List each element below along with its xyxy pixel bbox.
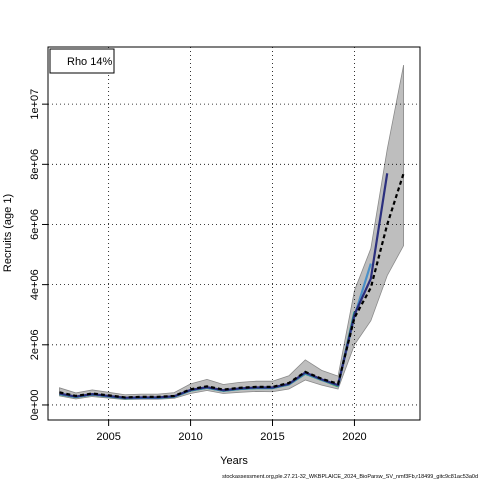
- y-tick-label: 4e+06: [29, 269, 41, 300]
- legend-entry: Rho 14%: [67, 56, 112, 68]
- y-axis-label: Recruits (age 1): [2, 194, 14, 272]
- axis-layer: 2005 2010 2015 2020 0e+00 2e+06 4e+06 6e+06 8e+0…: [29, 89, 367, 443]
- x-tick-label: 2010: [178, 431, 202, 443]
- y-tick-label: 2e+06: [29, 329, 41, 360]
- x-tick-label: 2005: [96, 431, 120, 443]
- y-tick-label: 0e+00: [29, 390, 41, 421]
- plot-border: [47, 46, 421, 421]
- y-tick-label: 1e+07: [29, 89, 41, 120]
- footer-source: stockassessment.org,ple.27.21-32_WKBPLAI…: [222, 474, 478, 480]
- y-tick-label: 8e+06: [29, 149, 41, 180]
- grid-layer: [48, 47, 420, 420]
- series-layer: [59, 173, 405, 400]
- legend-box: [49, 48, 115, 74]
- legend: Rho 14%: [49, 48, 115, 74]
- x-axis-label: Years: [220, 455, 248, 467]
- x-tick-label: 2015: [260, 431, 284, 443]
- estimate-series-line: [59, 173, 405, 399]
- confidence-band: [59, 64, 405, 400]
- y-tick-label: 6e+06: [29, 209, 41, 240]
- confidence-band-layer: [59, 64, 405, 400]
- x-tick-label: 2020: [342, 431, 366, 443]
